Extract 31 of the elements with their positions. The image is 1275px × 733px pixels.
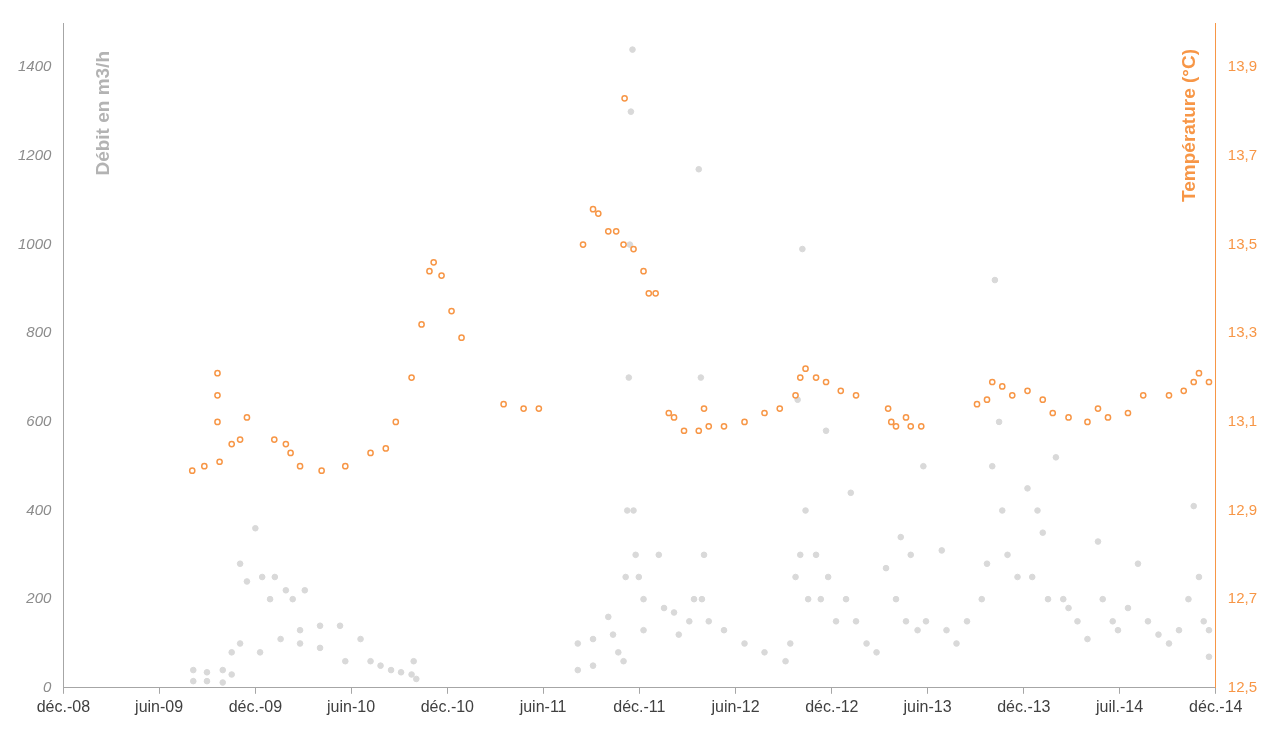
- y2-tick-label: 12,5: [1227, 677, 1258, 695]
- x-tick-label: déc.-13: [997, 697, 1051, 715]
- y-tick-label: 1000: [17, 234, 53, 252]
- y2-tick-label: 12,9: [1227, 500, 1258, 518]
- y-tick-label: 600: [26, 412, 53, 430]
- y-tick-label: 1400: [17, 57, 53, 75]
- x-tick-label: déc.-08: [36, 697, 91, 715]
- x-tick-label: juin-13: [902, 697, 952, 715]
- y2-tick-label: 12,7: [1227, 589, 1258, 607]
- y2-tick-label: 13,7: [1227, 146, 1258, 164]
- y2-tick-label: 13,9: [1227, 57, 1258, 75]
- y2-axis-title: Température (°C): [1178, 49, 1200, 202]
- y-axis-title: Débit en m3/h: [91, 51, 113, 176]
- y2-tick-label: 13,3: [1227, 323, 1258, 341]
- x-tick-label: déc.-14: [1189, 697, 1243, 715]
- y-tick-label: 200: [25, 589, 53, 607]
- x-tick-label: juin-11: [518, 697, 567, 715]
- y2-tick-label: 13,5: [1227, 234, 1258, 252]
- x-tick-label: déc.-10: [420, 697, 475, 715]
- y-tick-label: 0: [43, 677, 53, 695]
- x-tick-label: juin-10: [326, 697, 376, 715]
- y2-tick-label: 13,1: [1227, 412, 1258, 430]
- x-tick-label: déc.-12: [805, 697, 859, 715]
- y-tick-label: 400: [26, 500, 53, 518]
- y-tick-label: 1200: [17, 146, 53, 164]
- x-tick-label: déc.-09: [228, 697, 283, 715]
- y-tick-label: 800: [26, 323, 53, 341]
- x-tick-label: juin-09: [134, 697, 184, 715]
- x-tick-label: déc.-11: [613, 697, 666, 715]
- x-tick-label: juil.-14: [1094, 697, 1144, 715]
- x-tick-label: juin-12: [710, 697, 760, 715]
